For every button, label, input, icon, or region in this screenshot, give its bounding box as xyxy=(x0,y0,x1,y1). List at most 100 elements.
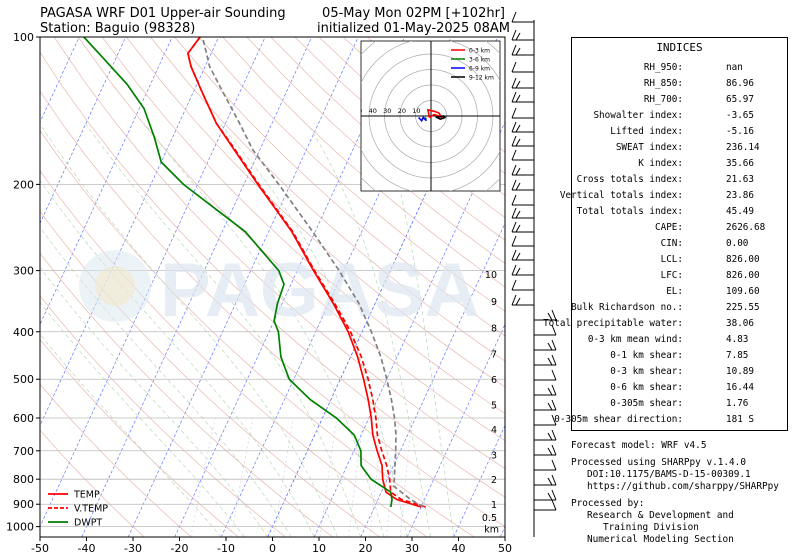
wind-barb xyxy=(511,11,534,23)
index-label: Total totals index: xyxy=(576,206,683,217)
wind-barb xyxy=(534,499,557,511)
index-value: 65.97 xyxy=(726,94,754,105)
dry-adiabat-line xyxy=(40,130,475,537)
dry-adiabat-line xyxy=(150,37,505,362)
dry-adiabat-line xyxy=(198,37,505,312)
height-label-half: 0.5 xyxy=(482,513,497,524)
index-label: 0-3 km mean wind: xyxy=(587,334,683,345)
index-value: 826.00 xyxy=(726,254,760,265)
index-row: 0-3 km mean wind: 4.83 xyxy=(572,332,787,348)
dry-adiabat-line xyxy=(40,383,192,537)
x-tick-label: -50 xyxy=(31,542,49,555)
indices-list: RH_950: nan RH_850: 86.96 RH_700: 65.97 Showal… xyxy=(543,60,787,428)
vtemp-profile-line xyxy=(186,37,426,508)
index-row: Total totals index: 45.49 xyxy=(572,204,787,220)
init-time: initialized 01-May-2025 08AM xyxy=(317,21,511,36)
legend-label: V.TEMP xyxy=(74,504,108,515)
index-value: 23.86 xyxy=(726,190,754,201)
index-row: RH_950: nan xyxy=(572,60,787,76)
dry-adiabat-line xyxy=(40,429,145,537)
index-value: 236.14 xyxy=(726,142,760,153)
watermark-logo: PAGASA xyxy=(79,248,480,333)
watermark-text: PAGASA xyxy=(160,248,480,333)
index-value: 109.60 xyxy=(726,286,760,297)
index-label: RH_850: xyxy=(643,78,683,89)
wind-barb xyxy=(534,399,557,411)
wind-barb xyxy=(534,354,557,366)
y-tick-label: 700 xyxy=(13,445,34,458)
valid-time: 05-May Mon 02PM [+102hr] xyxy=(322,6,505,21)
isotherm-line xyxy=(40,37,173,326)
index-label: Showalter index: xyxy=(593,110,683,121)
mixing-ratio-line xyxy=(400,417,413,537)
index-value: 0.00 xyxy=(726,238,749,249)
index-row: LFC: 826.00 xyxy=(572,268,787,284)
x-tick-label: 0 xyxy=(269,542,276,555)
index-row: RH_850: 86.96 xyxy=(572,76,787,92)
index-value: 45.49 xyxy=(726,206,754,217)
hodograph-legend-label: 6-9 km xyxy=(469,66,490,73)
index-value: 2626.68 xyxy=(726,222,766,233)
wind-barb xyxy=(534,369,557,381)
sharppy-url: https://github.com/sharppy/SHARPpy xyxy=(587,481,779,492)
dry-adiabat-line xyxy=(40,51,505,498)
height-label: 8 xyxy=(491,323,497,334)
index-row: 0-6 km shear: 16.44 xyxy=(572,380,787,396)
index-label: Bulk Richardson no.: xyxy=(571,302,683,313)
indices-title: INDICES xyxy=(656,41,703,54)
hodograph-ring-label: 20 xyxy=(398,107,406,115)
title-line-2: Station: Baguio (98328) xyxy=(40,21,196,36)
index-value: 181 S xyxy=(726,414,754,425)
legend-label: TEMP xyxy=(73,490,100,501)
mixing-ratio-line xyxy=(319,417,338,537)
wind-barb xyxy=(534,309,557,321)
index-row: K index: 35.66 xyxy=(572,156,787,172)
isotherm-line xyxy=(0,37,33,537)
hodograph-trace xyxy=(426,108,445,120)
isotherm-line xyxy=(360,222,505,537)
index-label: 0-1 km shear: xyxy=(610,350,683,361)
isotherm-line xyxy=(174,37,406,537)
index-value: 35.66 xyxy=(726,158,754,169)
dry-adiabat-line xyxy=(40,90,505,528)
y-tick-label: 600 xyxy=(13,412,34,425)
isotherm-line xyxy=(267,37,499,537)
wind-barb xyxy=(534,474,557,486)
wind-barb xyxy=(511,279,534,291)
index-label: CIN: xyxy=(660,238,683,249)
height-label: 5 xyxy=(491,400,497,411)
index-row: 0-3 km shear: 10.89 xyxy=(572,364,787,380)
index-label: Total precipitable water: xyxy=(543,318,683,329)
index-label: LCL: xyxy=(660,254,683,265)
index-row: 0-1 km shear: 7.85 xyxy=(572,348,787,364)
x-tick-label: 10 xyxy=(312,542,326,555)
index-value: 4.83 xyxy=(726,334,749,345)
index-value: 1.76 xyxy=(726,398,749,409)
x-tick-label: -20 xyxy=(171,542,189,555)
index-row: CIN: 0.00 xyxy=(572,236,787,252)
index-label: CAPE: xyxy=(655,222,683,233)
index-value: 16.44 xyxy=(726,382,754,393)
isotherm-line xyxy=(313,121,505,537)
index-label: 0-3 km shear: xyxy=(610,366,683,377)
index-row: Showalter index: -3.65 xyxy=(572,108,787,124)
wind-barb xyxy=(511,29,534,41)
index-value: nan xyxy=(726,62,743,73)
index-value: -3.65 xyxy=(726,110,754,121)
y-tick-label: 300 xyxy=(13,265,34,278)
wind-barb xyxy=(511,77,534,89)
wind-barb xyxy=(534,459,557,471)
y-tick-label: 900 xyxy=(13,498,34,511)
hodograph-ring-label: 40 xyxy=(369,107,377,115)
index-label: 0-305m shear: xyxy=(610,398,683,409)
mixing-ratio-line xyxy=(386,417,400,537)
height-label: 4 xyxy=(491,425,497,436)
index-value: 10.89 xyxy=(726,366,754,377)
wind-barb xyxy=(511,294,534,306)
wind-barb xyxy=(534,324,557,336)
wind-barb xyxy=(511,164,534,176)
wind-barb xyxy=(511,194,534,206)
index-value: -5.16 xyxy=(726,126,754,137)
index-row: CAPE: 2626.68 xyxy=(572,220,787,236)
wind-barb xyxy=(511,235,534,247)
